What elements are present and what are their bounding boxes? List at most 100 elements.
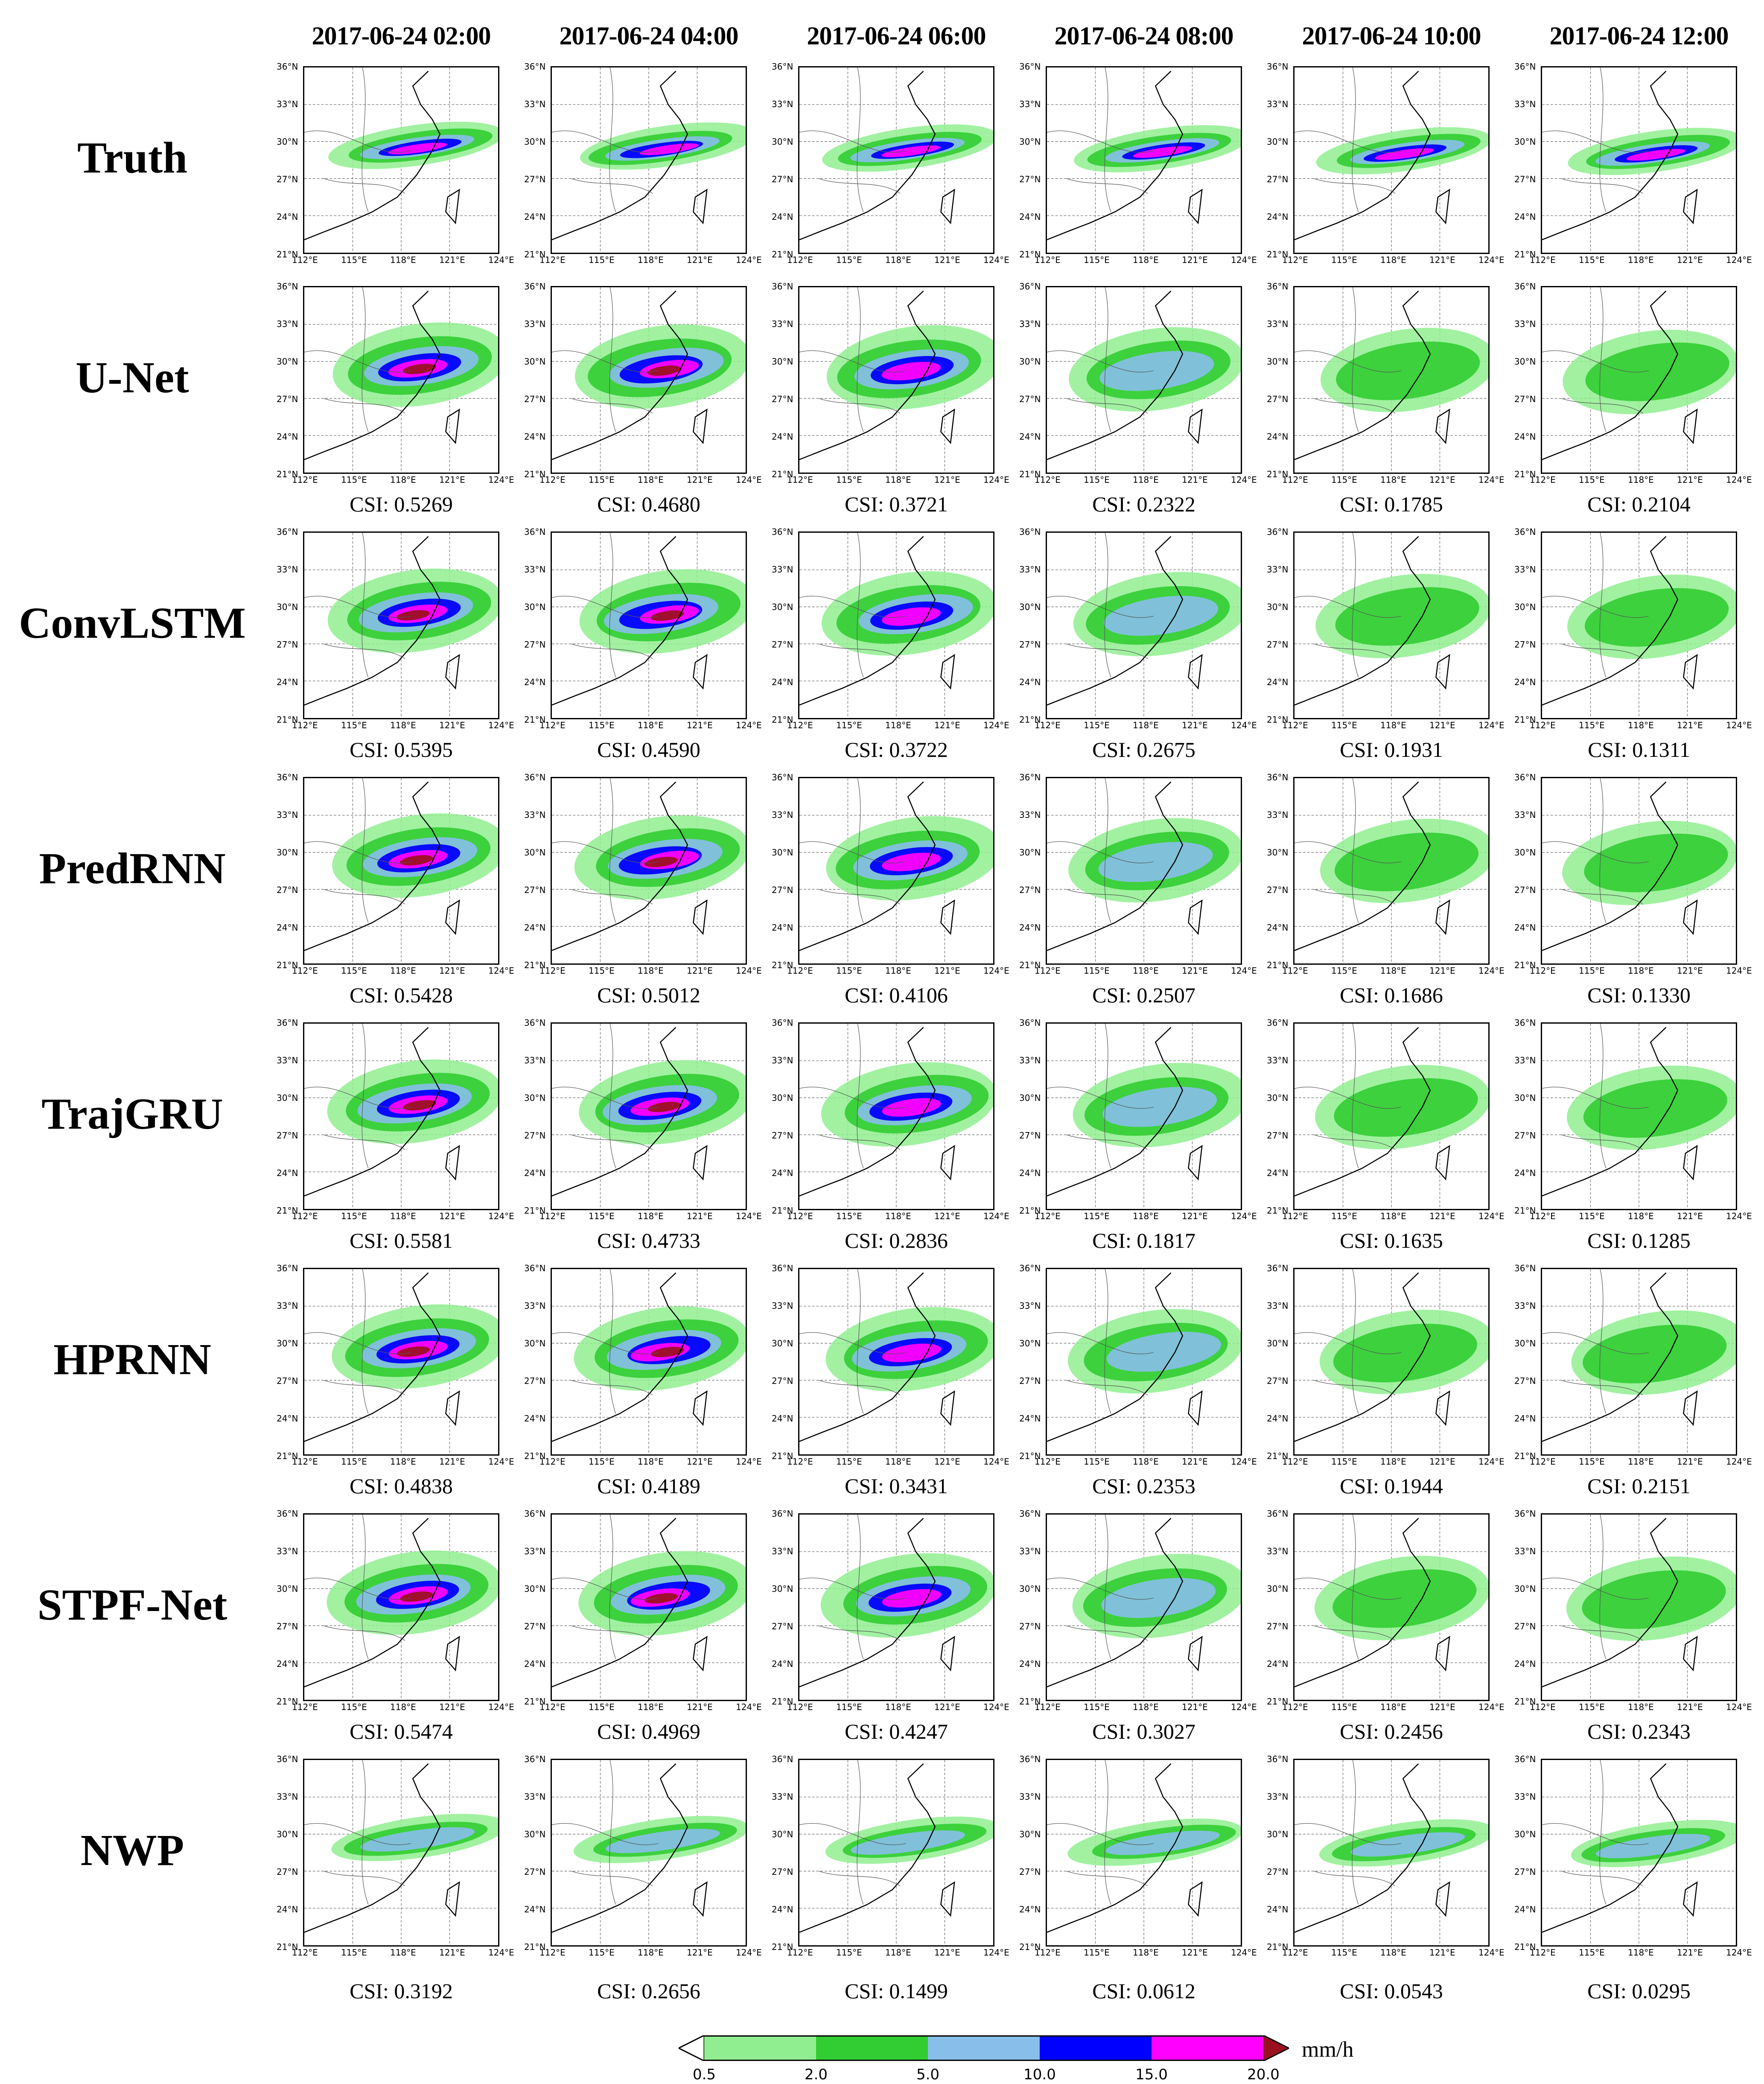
latitude-label: 24°N (1514, 1659, 1536, 1669)
coastline (799, 1763, 936, 1933)
longitude-label: 121°E (439, 1211, 465, 1221)
map-panel (1046, 66, 1242, 254)
latitude-label: 33°N (1267, 319, 1289, 329)
longitude-label: 121°E (687, 1947, 713, 1958)
latitude-label: 30°N (1514, 1338, 1536, 1348)
latitude-label: 27°N (524, 174, 546, 184)
coastline (799, 70, 936, 240)
longitude-label: 115°E (1084, 1211, 1110, 1221)
latitude-label: 36°N (1267, 1018, 1289, 1028)
latitude-label: 33°N (524, 319, 546, 329)
longitude-label: 112°E (787, 966, 813, 976)
colorbar-seg-2-5 (816, 2035, 928, 2061)
longitude-label: 118°E (1628, 1947, 1654, 1958)
latitude-label: 30°N (1019, 1584, 1041, 1594)
map-panel (1293, 1022, 1490, 1210)
latitude-label: 21°N (1514, 960, 1536, 970)
precipitation-map (1295, 287, 1488, 473)
longitude-label: 118°E (1133, 255, 1159, 265)
latitude-label: 30°N (772, 1584, 793, 1594)
latitude-label: 33°N (524, 1546, 546, 1556)
latitude-label: 30°N (524, 602, 546, 612)
longitude-label: 124°E (736, 720, 762, 730)
province-borders (1542, 1515, 1649, 1659)
longitude-label: 124°E (1478, 720, 1505, 730)
precipitation-map (1542, 67, 1736, 253)
longitude-label: 121°E (934, 720, 960, 730)
latitude-label: 24°N (1267, 1168, 1289, 1178)
column-title: 2017-06-24 10:00 (1302, 22, 1481, 50)
csi-score: CSI: 0.3722 (845, 738, 948, 762)
latitude-label: 36°N (524, 1263, 546, 1273)
csi-score: CSI: 0.1931 (1340, 738, 1443, 762)
precipitation-map (552, 778, 746, 963)
map-panel (1541, 1513, 1737, 1701)
province-borders (1542, 67, 1649, 212)
row-label: NWP (80, 1826, 184, 1875)
longitude-label: 124°E (488, 966, 514, 976)
longitude-label: 121°E (1182, 475, 1208, 485)
latitude-label: 36°N (1267, 1509, 1289, 1519)
precipitation-area (1102, 1087, 1217, 1127)
precipitation-map (552, 1515, 746, 1700)
province-borders (799, 287, 906, 432)
longitude-label: 115°E (1579, 1947, 1605, 1958)
latitude-label: 24°N (1514, 677, 1536, 687)
latitude-label: 33°N (1267, 99, 1289, 109)
csi-score: CSI: 0.3192 (350, 1979, 453, 2003)
precipitation-map (1542, 287, 1736, 473)
longitude-label: 118°E (1133, 1947, 1159, 1958)
longitude-label: 118°E (1628, 1456, 1654, 1467)
coastline (304, 1763, 441, 1933)
latitude-label: 24°N (772, 922, 793, 933)
taiwan-outline (1683, 1881, 1698, 1917)
latitude-label: 24°N (277, 1659, 298, 1669)
longitude-label: 112°E (1282, 1211, 1308, 1221)
taiwan-outline (1188, 1636, 1203, 1672)
longitude-label: 124°E (983, 255, 1009, 265)
csi-score: CSI: 0.4969 (597, 1719, 700, 1743)
map-panel (1046, 1022, 1242, 1210)
province-borders (1295, 1024, 1401, 1168)
precipitation-area (399, 855, 433, 866)
longitude-label: 115°E (341, 1211, 367, 1221)
longitude-label: 115°E (1579, 1211, 1605, 1221)
longitude-label: 121°E (1429, 1456, 1455, 1467)
longitude-label: 118°E (1380, 1211, 1406, 1221)
latitude-label: 30°N (524, 1829, 546, 1839)
taiwan-outline (1188, 189, 1203, 225)
longitude-label: 112°E (787, 475, 813, 485)
longitude-label: 121°E (439, 255, 465, 265)
coastline (304, 536, 441, 706)
longitude-label: 115°E (341, 255, 367, 265)
precipitation-map (1295, 1024, 1488, 1209)
longitude-label: 112°E (539, 255, 566, 265)
latitude-label: 24°N (772, 432, 793, 442)
precipitation-map (304, 1269, 498, 1454)
precipitation-map (1542, 778, 1736, 963)
csi-score: CSI: 0.2675 (1092, 738, 1195, 762)
latitude-label: 36°N (772, 1018, 793, 1028)
latitude-label: 33°N (1514, 1055, 1536, 1065)
longitude-label: 112°E (292, 1702, 318, 1712)
coastline (1047, 536, 1184, 706)
longitude-label: 118°E (1380, 255, 1406, 265)
coastline (1295, 1763, 1431, 1933)
longitude-label: 121°E (1429, 1702, 1455, 1712)
latitude-label: 21°N (1019, 469, 1041, 479)
latitude-label: 30°N (1267, 847, 1289, 858)
latitude-label: 36°N (277, 61, 298, 72)
precipitation-area (1584, 833, 1728, 893)
latitude-label: 30°N (1514, 1584, 1536, 1594)
longitude-label: 118°E (638, 966, 664, 976)
colorbar-seg-0p5-2 (704, 2035, 816, 2061)
map-panel (551, 66, 747, 254)
latitude-label: 27°N (1514, 1130, 1536, 1141)
longitude-label: 115°E (1579, 720, 1605, 730)
latitude-label: 24°N (1019, 212, 1041, 222)
precipitation-map (1295, 1515, 1488, 1700)
map-panel (798, 1268, 994, 1456)
taiwan-outline (1435, 409, 1450, 444)
longitude-label: 124°E (488, 720, 514, 730)
longitude-label: 112°E (539, 1456, 566, 1467)
